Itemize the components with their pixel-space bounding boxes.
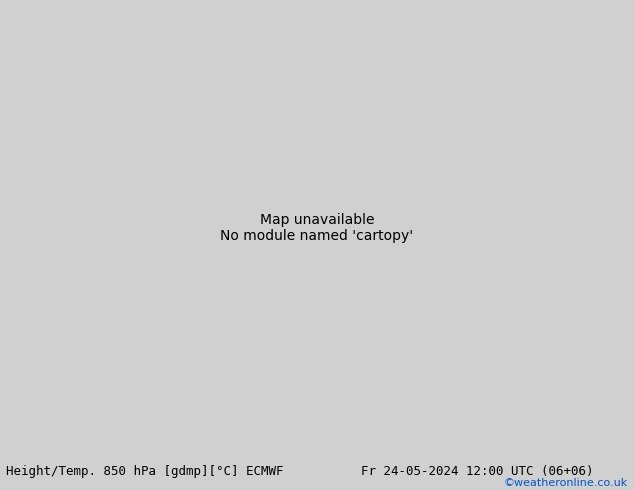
Text: Fr 24-05-2024 12:00 UTC (06+06): Fr 24-05-2024 12:00 UTC (06+06) xyxy=(361,465,594,478)
Text: Height/Temp. 850 hPa [gdmp][°C] ECMWF: Height/Temp. 850 hPa [gdmp][°C] ECMWF xyxy=(6,465,284,478)
Text: ©weatheronline.co.uk: ©weatheronline.co.uk xyxy=(503,478,628,488)
Text: Map unavailable
No module named 'cartopy': Map unavailable No module named 'cartopy… xyxy=(221,213,413,243)
